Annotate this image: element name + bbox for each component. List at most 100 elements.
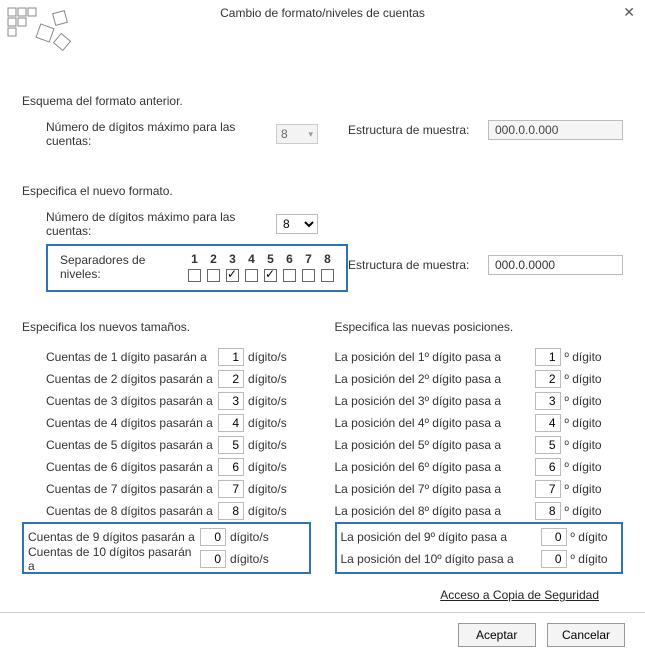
size-input[interactable] (218, 436, 244, 454)
separator-checkbox-7[interactable] (302, 269, 315, 282)
position-row: La posición del 2º dígito pasa a º dígito (335, 368, 624, 390)
separator-checkbox-1[interactable] (188, 269, 201, 282)
position-row-label: La posición del 7º dígito pasa a (335, 482, 535, 496)
cancel-button[interactable]: Cancelar (547, 623, 625, 647)
position-row-label: La posición del 6º dígito pasa a (335, 460, 535, 474)
size-row: Cuentas de 8 dígitos pasarán a dígito/s (46, 500, 311, 522)
app-logo-icon (6, 6, 76, 60)
prev-sample-value: 000.0.0.000 (488, 120, 623, 140)
size-row: Cuentas de 5 dígitos pasarán adígito/s (46, 434, 311, 456)
size-input[interactable] (200, 528, 226, 546)
position-input[interactable] (535, 502, 561, 520)
titlebar: Cambio de formato/niveles de cuentas ✕ (0, 0, 645, 24)
unit-label: º dígito (571, 530, 608, 544)
unit-label: º dígito (565, 350, 602, 364)
size-input[interactable] (218, 458, 244, 476)
size-input[interactable] (218, 392, 244, 410)
backup-link[interactable]: Acceso a Copia de Seguridad (22, 588, 599, 602)
unit-label: dígito/s (248, 460, 287, 474)
separator-checkbox-3[interactable] (226, 269, 239, 282)
position-row-label: La posición del 5º dígito pasa a (335, 438, 535, 452)
position-row: La posición del 8º dígito pasa a º dígito (335, 500, 624, 522)
new-section-label: Especifica el nuevo formato. (22, 184, 623, 198)
position-row-label: La posición del 2º dígito pasa a (335, 372, 535, 386)
prev-section-label: Esquema del formato anterior. (22, 94, 623, 108)
unit-label: º dígito (565, 504, 602, 518)
new-sample-row: Estructura de muestra: 000.0.0000 (348, 255, 623, 275)
position-row: La posición del 10º dígito pasa a º dígit… (341, 548, 618, 570)
unit-label: dígito/s (230, 552, 269, 566)
size-row-label: Cuentas de 6 dígitos pasarán a (46, 460, 218, 474)
new-max-select[interactable]: 8 (276, 214, 318, 234)
position-input[interactable] (535, 348, 561, 366)
prev-max-select: 8▾ (276, 124, 318, 144)
size-row-label: Cuentas de 10 dígitos pasarán a (28, 545, 200, 573)
size-row: Cuentas de 4 dígitos pasarán a dígito/s (46, 412, 311, 434)
separator-checkbox-8[interactable] (321, 269, 334, 282)
unit-label: dígito/s (248, 416, 287, 430)
unit-label: dígito/s (248, 372, 287, 386)
position-row-label: La posición del 10º dígito pasa a (341, 552, 541, 566)
separator-checkbox-5[interactable] (264, 269, 277, 282)
separator-checkbox-6[interactable] (283, 269, 296, 282)
unit-label: dígito/s (248, 438, 287, 452)
size-row-label: Cuentas de 4 dígitos pasarán a (46, 416, 218, 430)
position-input[interactable] (535, 370, 561, 388)
size-row: Cuentas de 1 dígito pasarán adígito/s (46, 346, 311, 368)
prev-max-label: Número de dígitos máximo para las cuenta… (46, 120, 276, 148)
unit-label: dígito/s (248, 394, 287, 408)
unit-label: º dígito (565, 482, 602, 496)
unit-label: º dígito (565, 372, 602, 386)
size-input[interactable] (200, 550, 226, 568)
size-row-label: Cuentas de 8 dígitos pasarán a (46, 504, 218, 518)
position-input[interactable] (541, 550, 567, 568)
close-icon[interactable]: ✕ (623, 4, 635, 21)
size-input[interactable] (218, 480, 244, 498)
position-input[interactable] (535, 458, 561, 476)
unit-label: º dígito (565, 438, 602, 452)
separators-label: Separadores de niveles: (60, 253, 166, 281)
separators-frame: Separadores de niveles: 1 2 3 4 5 6 7 8 (46, 244, 348, 292)
new-sample-value: 000.0.0000 (488, 255, 623, 275)
unit-label: dígito/s (248, 504, 287, 518)
separator-checkbox-4[interactable] (245, 269, 258, 282)
size-input[interactable] (218, 370, 244, 388)
positions-column: Especifica las nuevas posiciones. La pos… (335, 310, 624, 574)
unit-label: º dígito (565, 394, 602, 408)
accept-button[interactable]: Aceptar (458, 623, 536, 647)
size-row: Cuentas de 6 dígitos pasarán a dígito/s (46, 456, 311, 478)
size-input[interactable] (218, 414, 244, 432)
separator-checkbox-2[interactable] (207, 269, 220, 282)
dialog-title: Cambio de formato/niveles de cuentas (220, 6, 425, 20)
dialog-root: Cambio de formato/niveles de cuentas ✕ E… (0, 0, 645, 663)
unit-label: º dígito (565, 416, 602, 430)
unit-label: dígito/s (248, 482, 287, 496)
sizes-section-label: Especifica los nuevos tamaños. (22, 320, 311, 334)
position-input[interactable] (535, 392, 561, 410)
positions-section-label: Especifica las nuevas posiciones. (335, 320, 624, 334)
size-row: Cuentas de 10 dígitos pasarán a dígito/s (28, 548, 305, 570)
position-row: La posición del 6º dígito pasa a º dígito (335, 456, 624, 478)
position-input[interactable] (535, 480, 561, 498)
separator-line (0, 612, 645, 613)
position-input[interactable] (535, 414, 561, 432)
unit-label: º dígito (565, 460, 602, 474)
size-row: Cuentas de 3 dígitos pasarán adígito/s (46, 390, 311, 412)
prev-sample-row: Estructura de muestra: 000.0.0.000 (348, 120, 623, 140)
position-input[interactable] (535, 436, 561, 454)
dialog-buttons: Aceptar Cancelar (0, 623, 645, 647)
sizes-highlight-frame: Cuentas de 9 dígitos pasarán adígito/sCu… (22, 522, 311, 574)
new-sample-label: Estructura de muestra: (348, 258, 488, 272)
position-row-label: La posición del 4º dígito pasa a (335, 416, 535, 430)
prev-max-row: Número de dígitos máximo para las cuenta… (46, 120, 318, 148)
position-row-label: La posición del 8º dígito pasa a (335, 504, 535, 518)
unit-label: dígito/s (248, 350, 287, 364)
unit-label: º dígito (571, 552, 608, 566)
size-input[interactable] (218, 348, 244, 366)
position-row: La posición del 1º dígito pasa aº dígito (335, 346, 624, 368)
size-row: Cuentas de 7 dígitos pasarán a dígito/s (46, 478, 311, 500)
size-input[interactable] (218, 502, 244, 520)
size-row-label: Cuentas de 7 dígitos pasarán a (46, 482, 218, 496)
prev-sample-label: Estructura de muestra: (348, 123, 488, 137)
position-input[interactable] (541, 528, 567, 546)
